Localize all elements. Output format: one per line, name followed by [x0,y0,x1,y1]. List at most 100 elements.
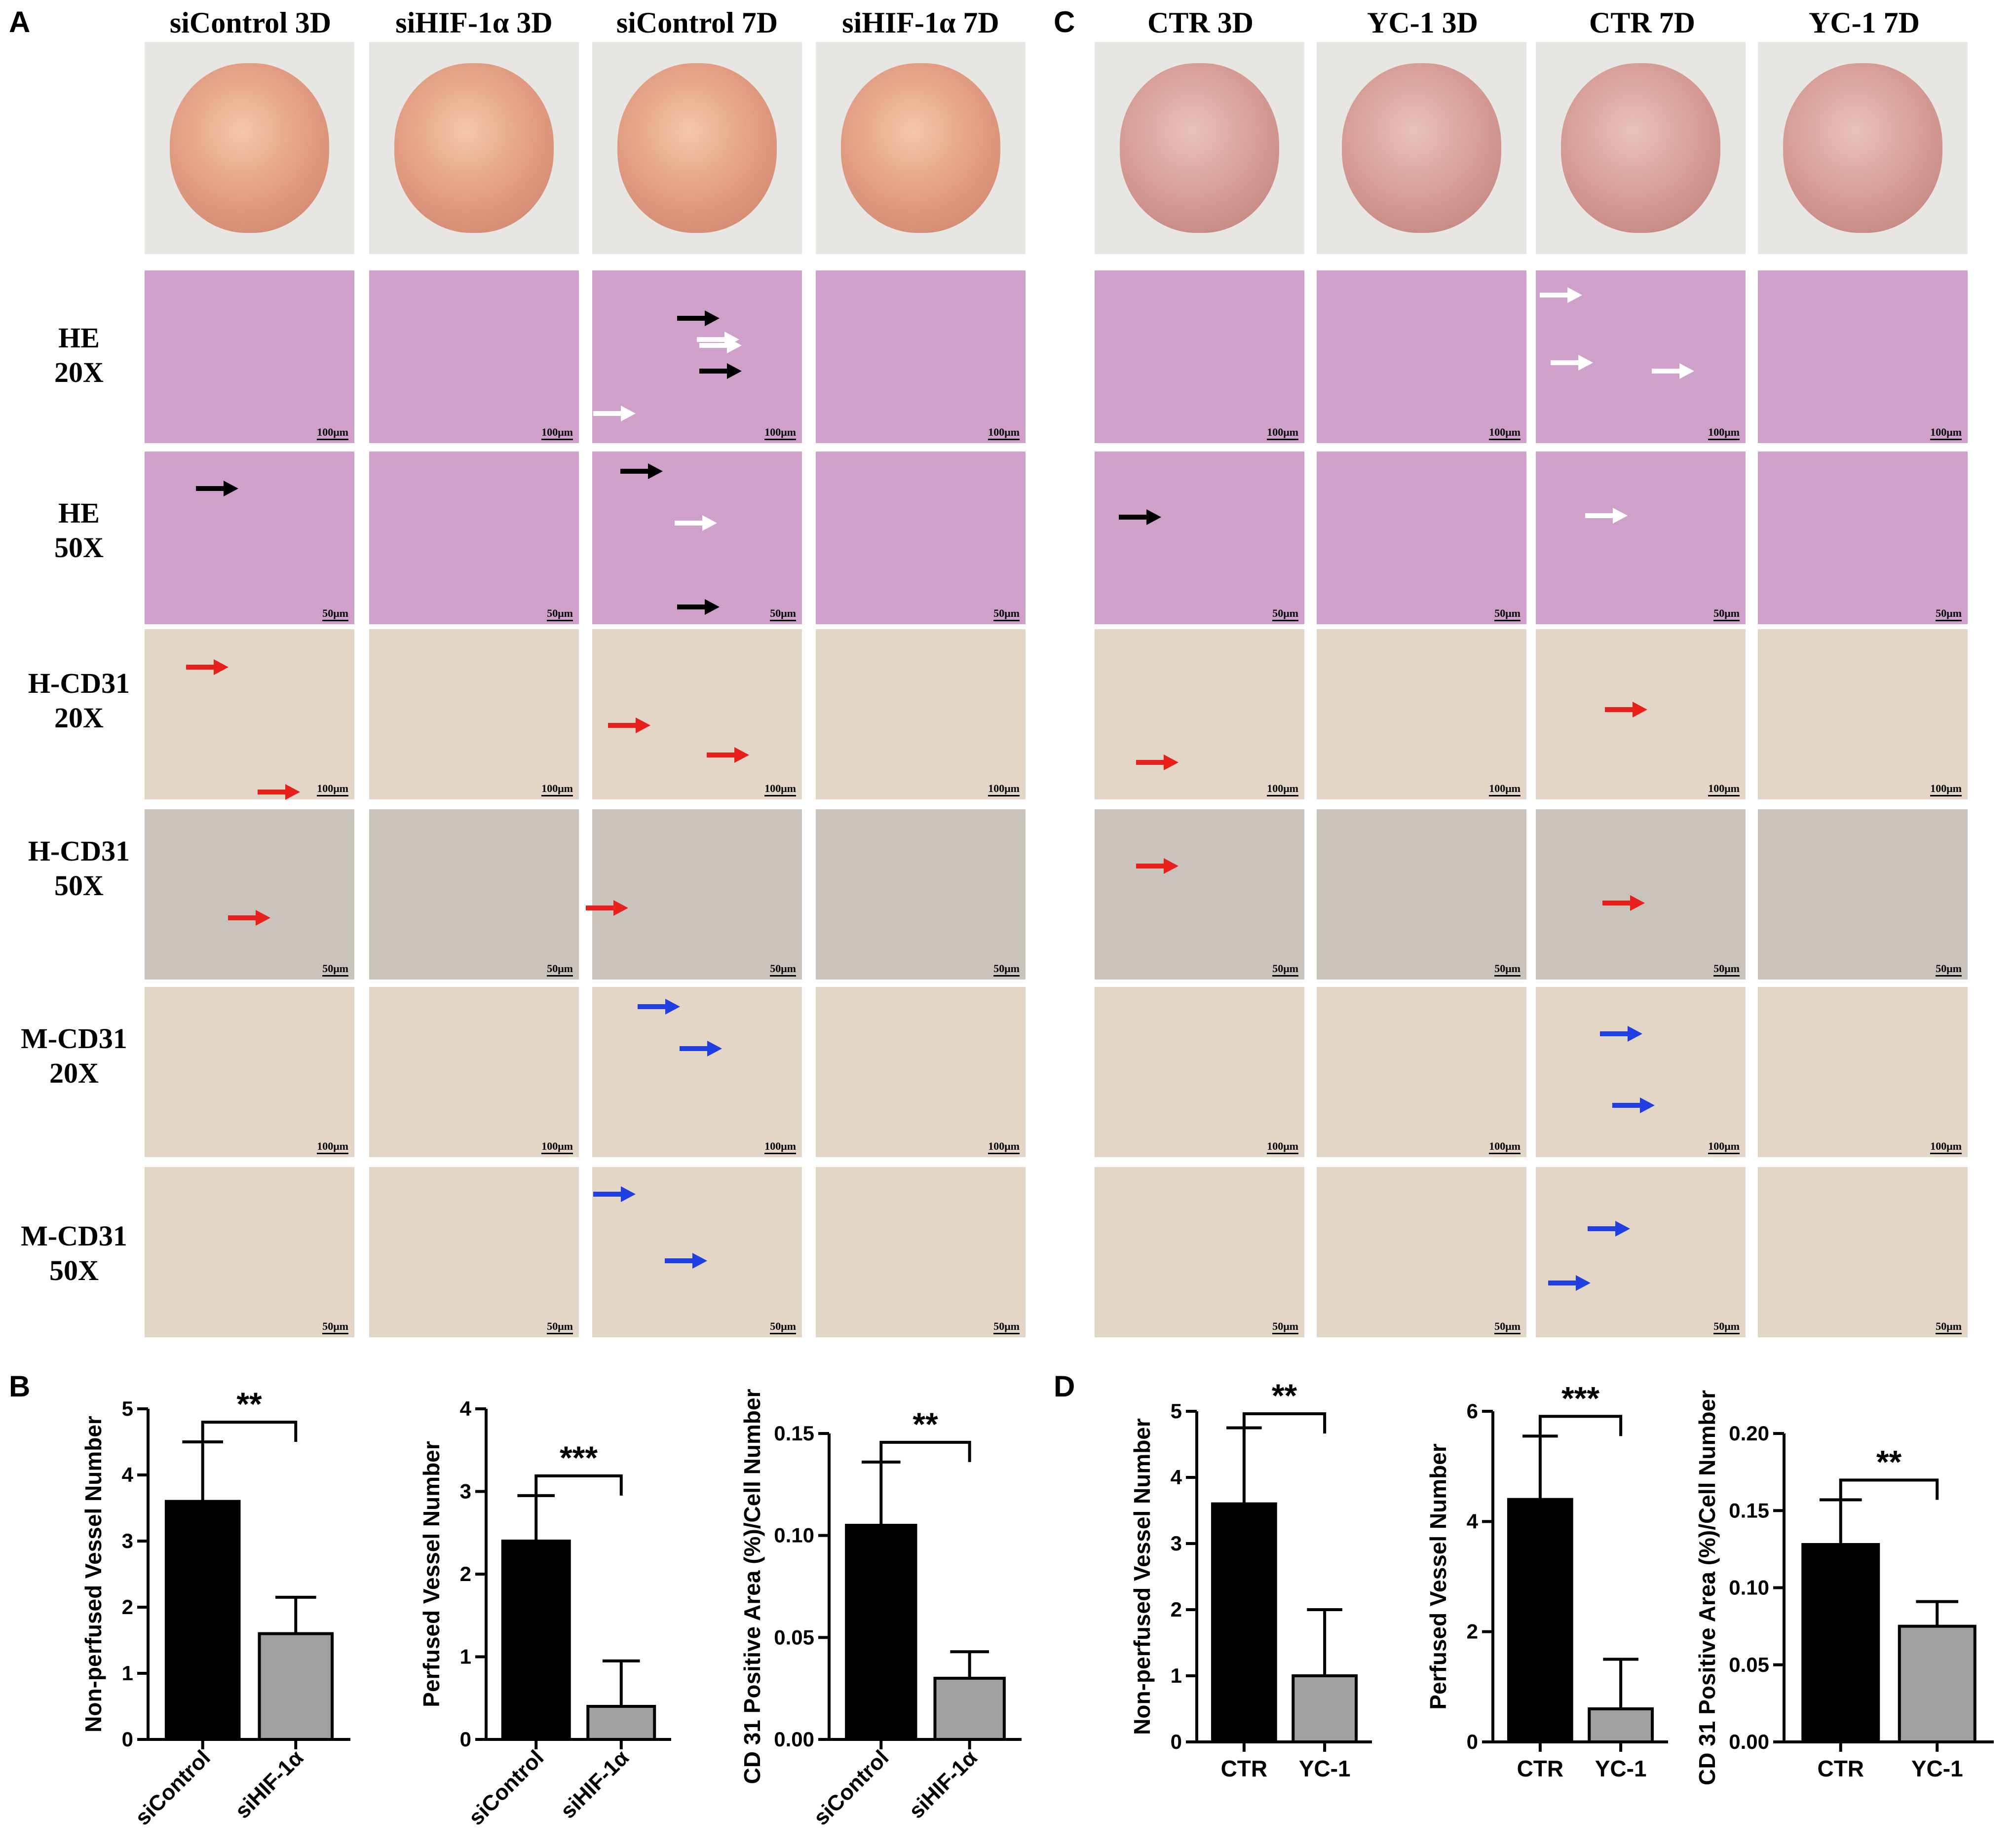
scale-bar: 50μm [547,962,573,977]
micrograph-tile: 100μm [369,270,579,443]
panel-letter-d: D [1054,1370,1075,1403]
red-arrow-icon [1605,702,1647,717]
bar [1211,1502,1277,1744]
y-tick-label: 1 [122,1661,133,1685]
x-tick-label: CTR [1221,1756,1268,1781]
micrograph-tile: 100μm [1317,629,1526,799]
y-tick-label: 4 [1467,1509,1479,1533]
scale-bar: 50μm [1713,962,1740,977]
panel-letter-a: A [9,5,31,38]
micrograph-tile: 50μm [1317,1167,1526,1337]
red-arrow-icon [586,900,628,916]
scale-bar: 50μm [1272,1320,1298,1334]
bar-chart: 0.00 0.05 0.10 0.15 CD 31 Positive Area (%)/… [739,1389,1022,1830]
tissue-sample [1561,63,1720,233]
y-axis-label: CD 31 Positive Area (%)/Cell Number [1694,1390,1720,1785]
micrograph-tile: 50μm [1758,809,1968,980]
scale-bar: 50μm [1936,607,1962,621]
micrograph-tile: 100μm [369,987,579,1157]
bar [164,1500,241,1741]
y-tick-label: 5 [122,1397,133,1420]
red-arrow-icon [258,784,300,800]
white-arrow-icon [593,406,636,421]
column-header: siHIF-1α 7D [842,6,999,39]
micrograph-tile: 50μm [145,1167,354,1337]
gross-tissue-photo [369,42,579,254]
black-arrow-icon [1119,509,1161,525]
y-axis-label: Perfused Vessel Number [418,1441,444,1707]
blue-arrow-icon [1600,1026,1642,1042]
y-tick-label: 0.10 [774,1524,814,1547]
scale-bar: 100μm [317,1140,348,1154]
y-axis-label: Perfused Vessel Number [1425,1443,1451,1710]
significance-bracket [534,1474,623,1496]
tissue-sample [1342,63,1501,233]
y-tick-label: 4 [122,1463,134,1486]
scale-bar: 100μm [541,1140,573,1154]
micrograph-tile: 100μm [145,987,354,1157]
micrograph-tile: 50μm [1758,452,1968,624]
micrograph-tile: 50μm [1095,1167,1304,1337]
micrograph-tile: 50μm [816,452,1026,624]
bar [845,1524,917,1741]
y-tick-label: 0.00 [1729,1730,1769,1753]
micrograph-tile: 50μm [816,809,1026,980]
micrograph-tile: 50μm [592,809,802,980]
y-tick-label: 4 [1171,1466,1182,1489]
blue-arrow-icon [665,1253,707,1269]
scale-bar: 100μm [1930,426,1962,440]
blue-arrow-icon [638,999,680,1015]
scale-bar: 50μm [770,1320,796,1334]
y-tick-label: 2 [1171,1598,1182,1621]
white-arrow-icon [1652,363,1694,379]
scale-bar: 100μm [1489,1140,1521,1154]
row-label: H-CD31 50X [28,835,130,902]
micrograph-tile: 100μm [1095,987,1304,1157]
bar [501,1540,571,1741]
tissue-sample [1783,63,1942,233]
scale-bar: 100μm [1489,782,1521,796]
micrograph-tile: 100μm [145,270,354,443]
bar [586,1705,656,1741]
bar [1588,1707,1654,1743]
scale-bar: 50μm [547,607,573,621]
x-tick-label: YC-1 [1595,1756,1647,1781]
x-tick-label: siHIF-1α [904,1745,982,1823]
scale-bar: 50μm [770,607,796,621]
micrograph-tile: 100μm [816,987,1026,1157]
blue-arrow-icon [1612,1097,1655,1113]
scale-bar: 50μm [993,1320,1020,1334]
y-axis-label: Non-perfused Vessel Number [1129,1418,1155,1735]
red-arrow-icon [707,747,749,763]
scale-bar: 100μm [1267,426,1298,440]
x-tick-label: siControl [131,1745,215,1830]
x-tick-label: YC-1 [1911,1756,1963,1781]
scale-bar: 50μm [322,1320,348,1334]
red-arrow-icon [228,910,270,926]
micrograph-tile: 100μm [1758,987,1968,1157]
significance-bracket [201,1421,298,1442]
gross-tissue-photo [145,42,354,254]
black-arrow-icon [677,310,720,326]
significance-bracket [879,1440,971,1462]
micrograph-tile: 100μm [1095,629,1304,799]
y-tick-label: 2 [460,1562,471,1585]
red-arrow-icon [1136,858,1179,874]
scale-bar: 100μm [541,426,573,440]
significance-bracket [1538,1415,1623,1436]
gross-tissue-photo [1095,42,1304,254]
scale-bar: 50μm [322,962,348,977]
red-arrow-icon [1136,754,1179,770]
blue-arrow-icon [1588,1221,1630,1237]
bar [1801,1543,1880,1743]
gross-tissue-photo [1536,42,1746,254]
y-tick-label: 3 [1171,1532,1182,1555]
bar [1292,1674,1358,1743]
bar [933,1677,1006,1741]
x-tick-label: siControl [809,1745,893,1830]
y-tick-label: 0.15 [1729,1499,1769,1522]
gross-tissue-photo [1758,42,1968,254]
y-tick-label: 2 [1467,1620,1478,1643]
x-tick-label: YC-1 [1299,1756,1351,1781]
micrograph-tile: 100μm [1317,270,1526,443]
